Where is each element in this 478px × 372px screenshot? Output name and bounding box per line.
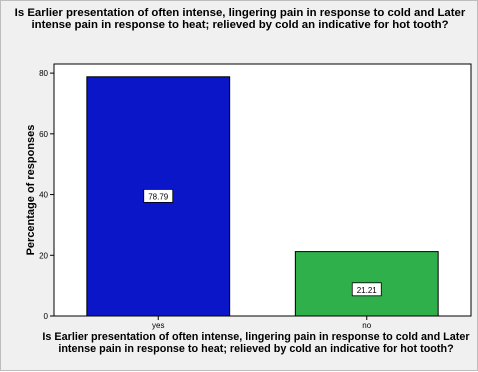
x-tick-label: no bbox=[362, 321, 371, 330]
y-tick-label: 0 bbox=[44, 312, 49, 321]
y-tick-label: 60 bbox=[39, 130, 48, 139]
data-label: 21.21 bbox=[357, 286, 378, 295]
y-tick-label: 40 bbox=[39, 191, 48, 200]
y-tick-label: 20 bbox=[39, 251, 48, 260]
y-tick-label: 80 bbox=[39, 69, 48, 78]
data-label-box bbox=[143, 188, 174, 203]
chart-title: Is Earlier presentation of often intense… bbox=[14, 7, 466, 32]
y-axis-title: Percentage of responses bbox=[25, 125, 37, 256]
data-label: 78.79 bbox=[148, 192, 169, 201]
x-tick-label: yes bbox=[152, 321, 164, 330]
data-label-box bbox=[351, 282, 382, 297]
x-axis-title: Is Earlier presentation of often intense… bbox=[42, 331, 470, 355]
